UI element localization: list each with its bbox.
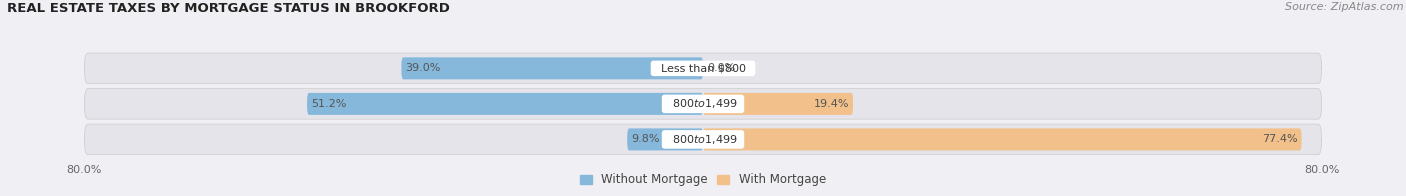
- Text: 19.4%: 19.4%: [814, 99, 849, 109]
- Text: 77.4%: 77.4%: [1263, 134, 1298, 144]
- Text: $800 to $1,499: $800 to $1,499: [665, 133, 741, 146]
- Legend: Without Mortgage, With Mortgage: Without Mortgage, With Mortgage: [575, 169, 831, 191]
- FancyBboxPatch shape: [84, 124, 1322, 155]
- Text: 9.8%: 9.8%: [631, 134, 659, 144]
- Text: Source: ZipAtlas.com: Source: ZipAtlas.com: [1285, 2, 1403, 12]
- Text: REAL ESTATE TAXES BY MORTGAGE STATUS IN BROOKFORD: REAL ESTATE TAXES BY MORTGAGE STATUS IN …: [7, 2, 450, 15]
- Text: 51.2%: 51.2%: [311, 99, 346, 109]
- FancyBboxPatch shape: [703, 128, 1302, 150]
- FancyBboxPatch shape: [402, 57, 703, 79]
- Text: 0.0%: 0.0%: [707, 63, 735, 73]
- Text: $800 to $1,499: $800 to $1,499: [665, 97, 741, 110]
- FancyBboxPatch shape: [627, 128, 703, 150]
- FancyBboxPatch shape: [84, 89, 1322, 119]
- FancyBboxPatch shape: [703, 93, 853, 115]
- FancyBboxPatch shape: [84, 53, 1322, 84]
- FancyBboxPatch shape: [307, 93, 703, 115]
- Text: Less than $800: Less than $800: [654, 63, 752, 73]
- Text: 39.0%: 39.0%: [405, 63, 440, 73]
